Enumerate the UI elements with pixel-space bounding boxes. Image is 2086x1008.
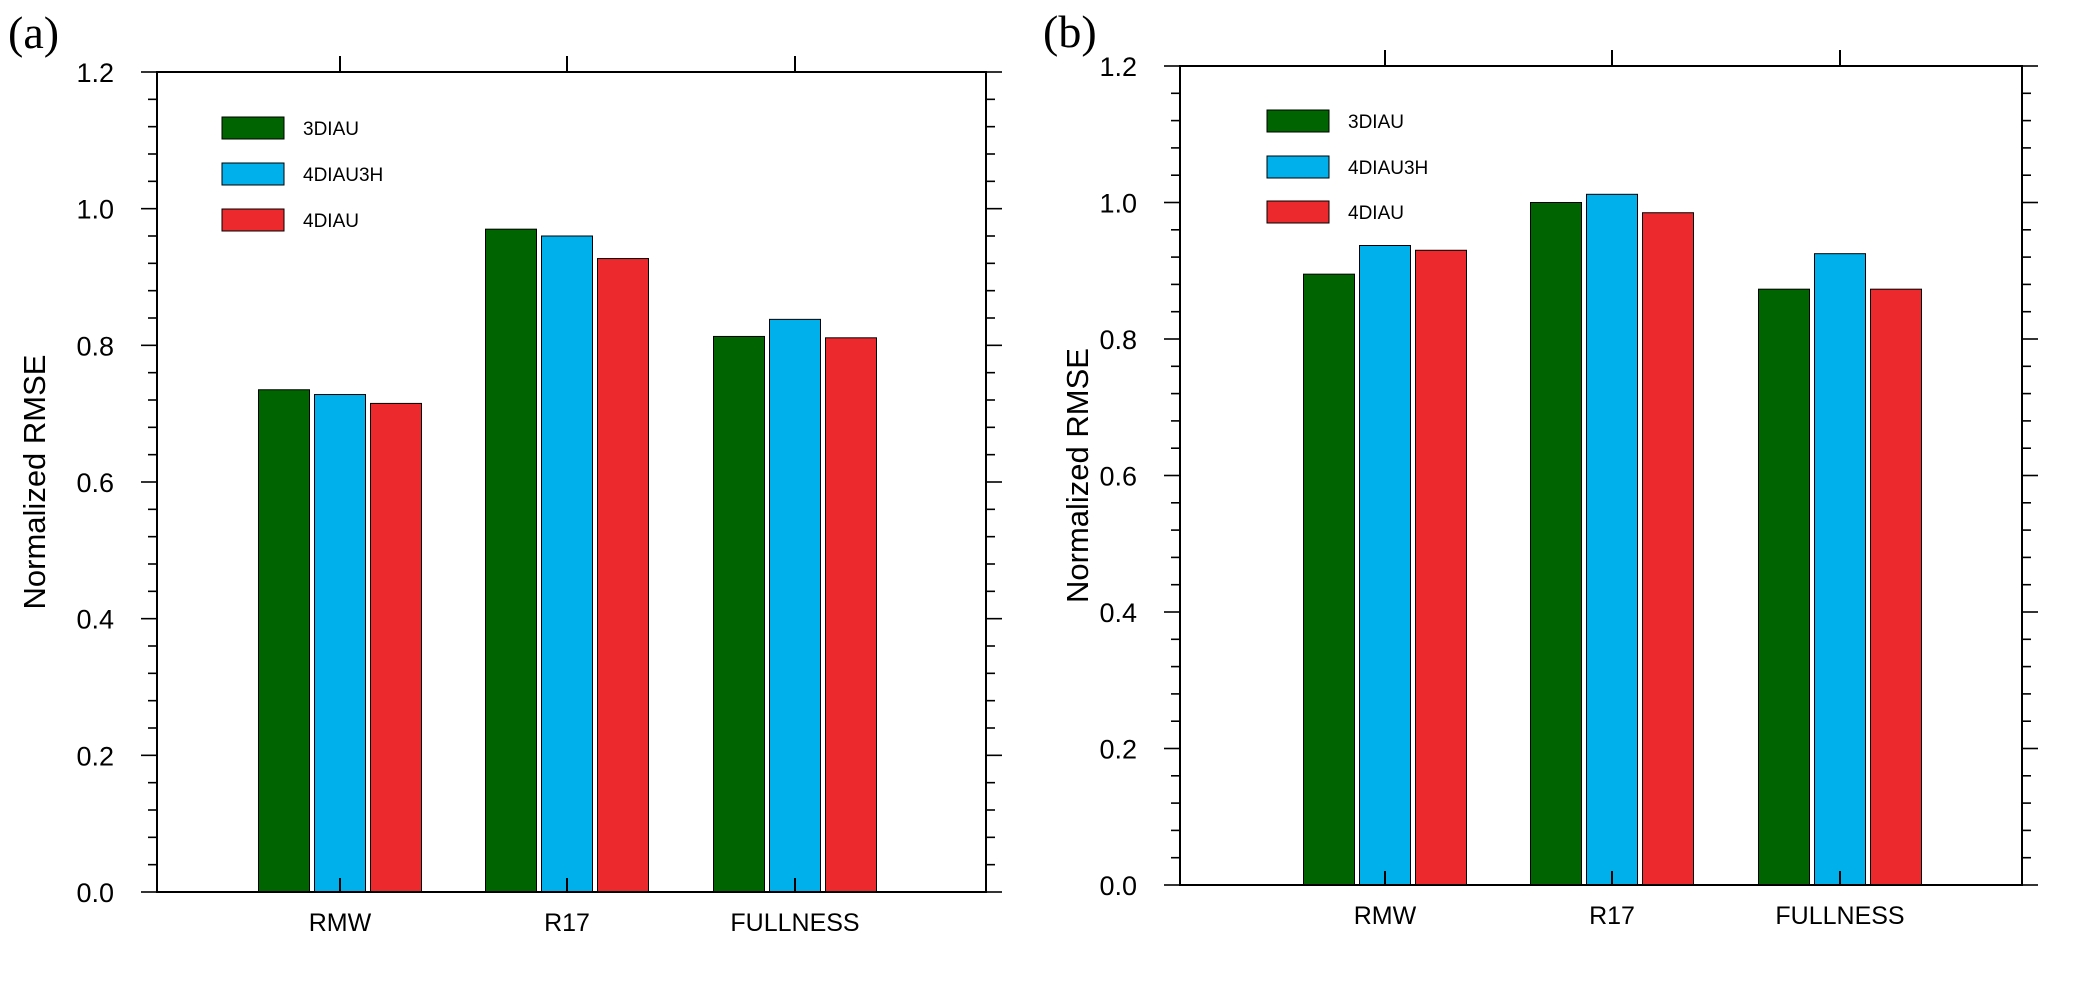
- legend-label: 4DIAU3H: [1348, 158, 1428, 179]
- bar-4diau-fullness: [825, 337, 877, 893]
- y-tick-label: 0.4: [76, 605, 114, 635]
- bar-4diau3h-fullness: [769, 318, 821, 893]
- bar-3diau-r17: [485, 228, 537, 893]
- legend-label: 3DIAU: [1348, 112, 1404, 133]
- legend-label: 4DIAU: [1348, 203, 1404, 224]
- y-tick-label: 1.2: [1099, 52, 1137, 82]
- bar-4diau3h-rmw: [314, 394, 366, 893]
- legend-swatch-4diau: [221, 208, 285, 232]
- bar-4diau3h-r17: [541, 235, 593, 893]
- bar-3diau-fullness: [1758, 288, 1810, 886]
- bar-4diau-fullness: [1870, 288, 1922, 886]
- bar-4diau3h-fullness: [1814, 253, 1866, 886]
- legend-swatch-3diau: [221, 116, 285, 140]
- y-axis-title: Normalized RMSE: [17, 355, 52, 610]
- y-axis-title: Normalized RMSE: [1060, 348, 1095, 603]
- panel-a: (a) RMW R17 FULLNESS 0.0 0.2 0.4 0.6 0.8 1.0 1.2 No…: [8, 7, 1002, 937]
- x-tick-label: RMW: [1354, 902, 1417, 930]
- legend-swatch-4diau3h: [1266, 155, 1330, 179]
- y-tick-label: 0.2: [1099, 735, 1137, 765]
- panel-b: (b) RMW R17 FULLNESS 0.0 0.2 0.4 0.6 0.8 1.0 1.2 No…: [1043, 6, 2038, 930]
- bar-3diau-rmw: [1303, 273, 1355, 886]
- legend-label: 3DIAU: [303, 119, 359, 140]
- y-tick-label: 1.0: [76, 195, 114, 225]
- panel-label: (b): [1043, 6, 1097, 57]
- y-tick-label: 0.4: [1099, 598, 1137, 628]
- bar-4diau-r17: [1642, 212, 1694, 886]
- bar-4diau-rmw: [1415, 249, 1467, 886]
- x-tick-label: FULLNESS: [730, 909, 859, 937]
- x-tick-label: RMW: [309, 909, 372, 937]
- y-tick-label: 0.8: [76, 331, 114, 361]
- bar-4diau3h-rmw: [1359, 244, 1411, 886]
- x-tick-label: FULLNESS: [1775, 902, 1904, 930]
- legend-label: 4DIAU: [303, 211, 359, 232]
- y-tick-label: 0.6: [76, 468, 114, 498]
- bar-3diau-r17: [1530, 202, 1582, 886]
- legend-label: 4DIAU3H: [303, 165, 383, 186]
- bar-4diau-rmw: [370, 402, 422, 893]
- y-tick-label: 0.6: [1099, 462, 1137, 492]
- y-tick-label: 0.2: [76, 741, 114, 771]
- legend-swatch-3diau: [1266, 109, 1330, 133]
- y-tick-label: 1.2: [76, 58, 114, 88]
- x-tick-label: R17: [1589, 902, 1635, 930]
- legend-swatch-4diau: [1266, 200, 1330, 224]
- y-tick-label: 0.8: [1099, 325, 1137, 355]
- y-tick-label: 1.0: [1099, 189, 1137, 219]
- x-tick-label: R17: [544, 909, 590, 937]
- y-tick-label: 0.0: [76, 878, 114, 908]
- bar-3diau-fullness: [713, 335, 765, 893]
- bar-4diau-r17: [597, 258, 649, 893]
- panel-label: (a): [8, 7, 59, 58]
- bar-4diau3h-r17: [1586, 193, 1638, 886]
- legend-swatch-4diau3h: [221, 162, 285, 186]
- bar-3diau-rmw: [258, 389, 310, 893]
- y-tick-label: 0.0: [1099, 871, 1137, 901]
